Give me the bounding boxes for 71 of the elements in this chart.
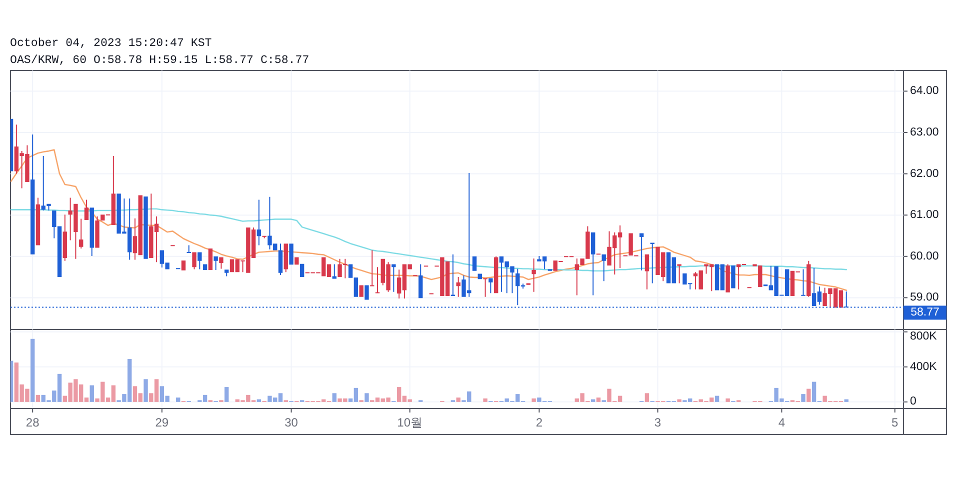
candlestick [90, 208, 94, 256]
candlestick [62, 214, 68, 261]
candlestick [95, 216, 100, 248]
candlestick [192, 252, 196, 270]
candlestick [370, 250, 374, 286]
candlestick [650, 242, 654, 284]
candlestick [289, 244, 294, 265]
candlestick [364, 285, 369, 300]
candlestick [532, 258, 536, 292]
candlestick [214, 256, 218, 270]
ref-line-label: 58.77 [910, 306, 940, 319]
candlestick [208, 248, 213, 270]
candlestick [294, 257, 299, 265]
candlestick [639, 233, 644, 270]
candlestick [300, 264, 304, 278]
line-series [10, 208, 848, 272]
line-series [10, 149, 848, 291]
candlestick [202, 264, 208, 270]
y-tick-label: 60.00 [910, 250, 939, 262]
candlestick [278, 244, 283, 275]
x-tick-label: 10월 [397, 416, 423, 430]
y-tick-label: 0 [910, 396, 916, 408]
candlestick [488, 278, 493, 294]
y-tick-label: 400K [910, 360, 938, 373]
candlestick [472, 256, 477, 271]
x-tick-label: 4 [778, 416, 786, 430]
x-tick-label: 29 [155, 416, 169, 430]
candlestick [644, 254, 650, 290]
candlestick [181, 260, 186, 270]
candlestick [392, 264, 396, 292]
candlestick [144, 196, 148, 259]
x-tick-label: 3 [654, 416, 662, 430]
text: October 04, 2023 15:20:47 KST [10, 37, 212, 50]
y-tick-label: 61.00 [910, 209, 939, 222]
candlestick [478, 274, 482, 280]
candlestick [628, 233, 633, 256]
x-tick-label: 2 [536, 416, 543, 430]
candlestick [84, 200, 89, 220]
candlestick [494, 256, 498, 294]
candlestick [284, 244, 288, 272]
candlestick [36, 198, 40, 246]
x-tick-label: 30 [284, 416, 298, 430]
y-tick-label: 64.00 [910, 85, 939, 98]
candlestick [219, 257, 224, 269]
candlestick [450, 254, 456, 296]
candlestick [359, 285, 364, 297]
y-tick-label: 63.00 [910, 126, 939, 138]
candlestick [806, 260, 811, 297]
candlestick [677, 264, 682, 284]
candlestick [262, 236, 266, 238]
candlestick [731, 265, 736, 288]
y-tick-label: 62.00 [910, 168, 939, 180]
chart-title: OAS/KRW, 60 O:58.78 H:59.15 L:58.77 C:58.77 [10, 54, 310, 67]
candlestick [590, 232, 596, 296]
candlestick [256, 200, 262, 246]
candlestick [456, 277, 460, 297]
candlestick [726, 264, 730, 292]
candlestick [602, 254, 606, 282]
candlestick [198, 252, 202, 270]
candlestick [79, 218, 84, 249]
candlestick [418, 264, 423, 298]
candlestick [375, 267, 380, 294]
y-tick-label: 800K [910, 330, 938, 342]
candlestick [483, 278, 488, 297]
x-tick-label: 28 [26, 416, 40, 430]
x-tick-label: 5 [892, 416, 899, 430]
y-tick-label: 59.00 [910, 292, 939, 304]
candlestick [224, 270, 229, 276]
candlestick [332, 264, 336, 279]
candlestick [801, 269, 806, 296]
candlestick [186, 245, 191, 253]
